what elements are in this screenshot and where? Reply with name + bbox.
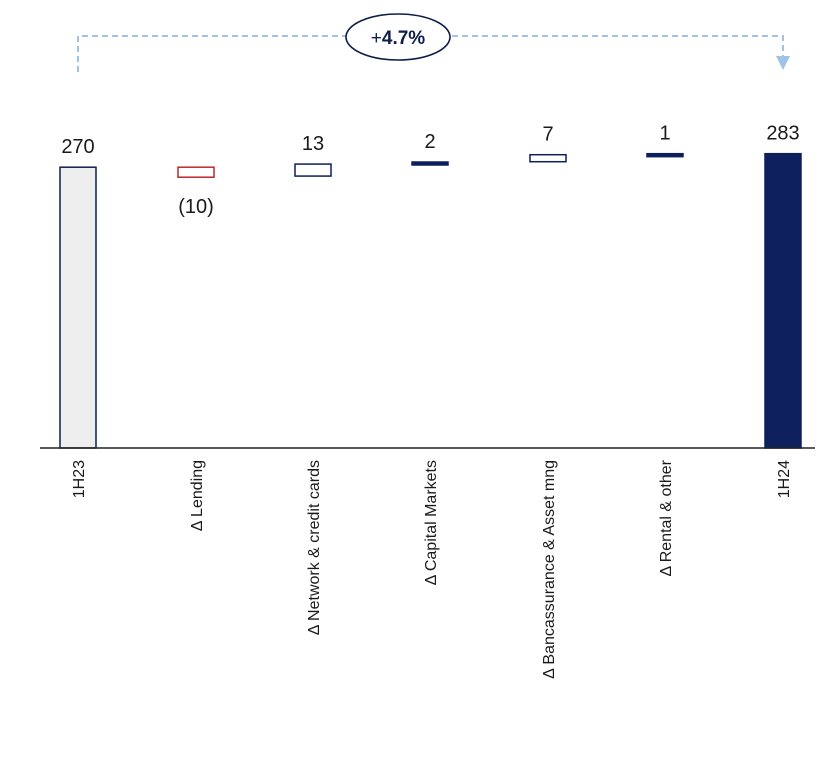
category-label-lending: Δ Lending [189, 460, 206, 531]
growth-bracket-arrowhead [776, 56, 790, 70]
value-label-1h23: 270 [61, 136, 94, 158]
value-label-bancassurance-asset-mng: 7 [542, 124, 553, 146]
bar-network-credit-cards [294, 163, 332, 177]
value-label-1h24: 283 [766, 123, 799, 145]
bars-group [59, 152, 802, 449]
value-label-capital-markets: 2 [424, 131, 435, 153]
value-label-network-credit-cards: 13 [302, 133, 324, 155]
category-label-capital-markets: Δ Capital Markets [423, 460, 440, 585]
bar-1h24 [764, 152, 802, 449]
category-label-1h23: 1H23 [71, 460, 88, 498]
category-label-1h24: 1H24 [776, 460, 793, 498]
bar-lending [177, 166, 215, 178]
category-labels-group: 1H23 Δ Lending Δ Network & credit cards Δ C… [71, 459, 793, 678]
growth-badge-sign: + [371, 28, 382, 49]
growth-badge-value: 4.7% [382, 28, 425, 49]
growth-bracket-line [77, 35, 784, 72]
growth-badge-outline [345, 13, 451, 61]
value-label-lending: (10) [178, 196, 214, 218]
category-label-network-credit-cards: Δ Network & credit cards [306, 460, 323, 635]
bar-rental-other [646, 152, 684, 158]
growth-bracket [77, 35, 790, 72]
growth-badge: +4.7% [345, 13, 451, 61]
bar-1h23 [59, 166, 97, 449]
growth-badge-label: +4.7% [371, 28, 426, 49]
value-label-rental-other: 1 [659, 123, 670, 145]
value-labels-group: 270 (10) 13 2 7 1 283 [61, 123, 799, 219]
category-label-bancassurance-asset-mng: Δ Bancassurance & Asset mng [541, 460, 558, 679]
category-label-rental-other: Δ Rental & other [658, 459, 675, 576]
bar-capital-markets [411, 161, 449, 166]
bar-bancassurance-asset-mng [529, 153, 567, 163]
